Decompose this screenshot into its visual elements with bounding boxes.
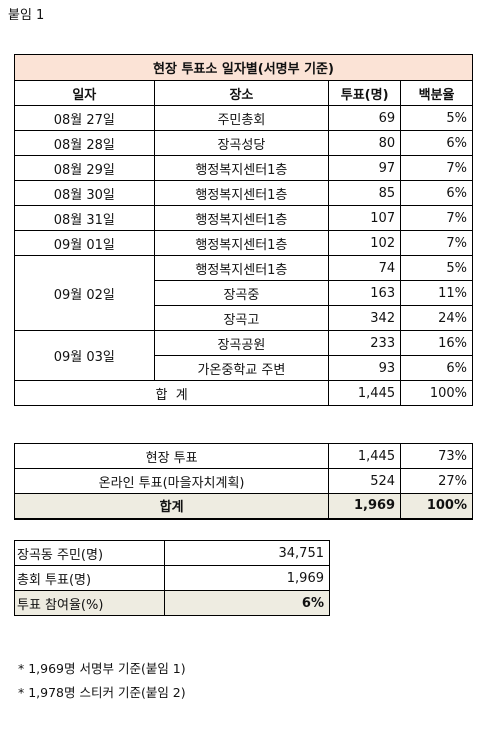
cell-percent: 7% — [400, 155, 473, 181]
table-row: 장곡동 주민(명) 34,751 — [14, 540, 331, 566]
cell-percent: 6% — [400, 355, 473, 381]
cell-date: 09월 03일 — [14, 330, 155, 381]
cell-votes: 102 — [328, 230, 402, 256]
total-percent: 100% — [400, 493, 473, 520]
cell-place: 행정복지센터1층 — [153, 205, 330, 231]
cell-votes: 107 — [328, 205, 402, 231]
cell-percent: 5% — [400, 255, 473, 281]
table-row: 08월 29일 행정복지센터1층 97 7% — [14, 155, 473, 181]
table-row: 08월 31일 행정복지센터1층 107 7% — [14, 205, 473, 231]
total-label: 합계 — [13, 493, 330, 520]
total-label: 합 계 — [13, 380, 330, 406]
cell-percent: 27% — [400, 468, 473, 494]
cell-place: 행정복지센터1층 — [153, 155, 330, 181]
cell-votes: 524 — [328, 468, 402, 494]
cell-place: 장곡성당 — [153, 130, 330, 156]
footnote: * 1,978명 스티커 기준(붙임 2) — [18, 685, 186, 700]
table-title: 현장 투표소 일자별(서명부 기준) — [14, 54, 473, 81]
cell-votes: 1,445 — [328, 443, 402, 469]
attachment-label: 붙임 1 — [8, 8, 45, 23]
cell-date: 08월 29일 — [14, 155, 155, 181]
footnote: * 1,969명 서명부 기준(붙임 1) — [18, 661, 186, 676]
cell-votes: 69 — [328, 105, 402, 131]
cell-votes: 233 — [328, 330, 402, 356]
table-row: 08월 27일 주민총회 69 5% — [14, 105, 473, 131]
cell-label: 총회 투표(명) — [14, 565, 165, 591]
header-date: 일자 — [14, 80, 155, 106]
table-row: 온라인 투표(마을자치계획) 524 27% — [13, 468, 473, 494]
cell-label: 장곡동 주민(명) — [14, 540, 165, 566]
total-votes: 1,969 — [328, 493, 402, 520]
cell-date: 09월 01일 — [14, 230, 155, 256]
participation-rate-table: 장곡동 주민(명) 34,751 총회 투표(명) 1,969 투표 참여율(%… — [14, 540, 331, 616]
cell-place: 행정복지센터1층 — [153, 255, 330, 281]
table-row: 09월 02일 행정복지센터1층 74 5% — [14, 255, 473, 331]
cell-votes: 93 — [328, 355, 402, 381]
cell-percent: 24% — [400, 305, 473, 331]
cell-place: 장곡중 — [153, 280, 330, 306]
cell-label: 투표 참여율(%) — [14, 590, 165, 616]
cell-votes: 97 — [328, 155, 402, 181]
cell-place: 가온중학교 주변 — [153, 355, 330, 381]
total-votes: 1,445 — [328, 380, 402, 406]
total-row: 합 계 1,445 100% — [13, 380, 473, 406]
cell-percent: 16% — [400, 330, 473, 356]
cell-label: 온라인 투표(마을자치계획) — [13, 468, 330, 494]
cell-votes: 342 — [328, 305, 402, 331]
cell-value: 34,751 — [163, 540, 331, 566]
header-votes: 투표(명) — [328, 80, 402, 106]
table-row: 09월 03일 장곡공원 233 16% — [14, 330, 473, 381]
cell-date: 08월 30일 — [14, 180, 155, 206]
polling-by-date-table: 현장 투표소 일자별(서명부 기준) 일자 장소 투표(명) 백분율 08월 2… — [13, 54, 473, 406]
cell-value: 6% — [163, 590, 331, 616]
total-percent: 100% — [400, 380, 473, 406]
cell-place: 장곡고 — [153, 305, 330, 331]
cell-date: 08월 31일 — [14, 205, 155, 231]
table-row: 장곡고 342 24% — [15, 305, 473, 331]
cell-date: 08월 28일 — [14, 130, 155, 156]
cell-percent: 7% — [400, 205, 473, 231]
total-row: 합계 1,969 100% — [13, 493, 473, 520]
table-row: 09월 01일 행정복지센터1층 102 7% — [14, 230, 473, 256]
cell-date: 08월 27일 — [14, 105, 155, 131]
cell-place: 장곡공원 — [153, 330, 330, 356]
table-row: 투표 참여율(%) 6% — [14, 590, 331, 616]
cell-place: 주민총회 — [153, 105, 330, 131]
cell-percent: 11% — [400, 280, 473, 306]
vote-type-summary-table: 현장 투표 1,445 73% 온라인 투표(마을자치계획) 524 27% 합… — [13, 443, 473, 520]
cell-percent: 6% — [400, 130, 473, 156]
table-row: 가온중학교 주변 93 6% — [15, 355, 473, 381]
cell-percent: 73% — [400, 443, 473, 469]
footnotes: * 1,969명 서명부 기준(붙임 1) * 1,978명 스티커 기준(붙임… — [18, 657, 186, 705]
header-percent: 백분율 — [400, 80, 473, 106]
table-row: 08월 30일 행정복지센터1층 85 6% — [14, 180, 473, 206]
cell-percent: 7% — [400, 230, 473, 256]
cell-votes: 85 — [328, 180, 402, 206]
cell-value: 1,969 — [163, 565, 331, 591]
cell-label: 현장 투표 — [13, 443, 330, 469]
cell-votes: 163 — [328, 280, 402, 306]
header-place: 장소 — [153, 80, 330, 106]
cell-votes: 74 — [328, 255, 402, 281]
cell-percent: 6% — [400, 180, 473, 206]
table-row: 08월 28일 장곡성당 80 6% — [14, 130, 473, 156]
cell-place: 행정복지센터1층 — [153, 230, 330, 256]
table-row: 현장 투표 1,445 73% — [13, 443, 473, 469]
cell-date: 09월 02일 — [14, 255, 155, 331]
table-row: 총회 투표(명) 1,969 — [14, 565, 331, 591]
cell-percent: 5% — [400, 105, 473, 131]
table-row: 장곡중 163 11% — [15, 280, 473, 306]
cell-votes: 80 — [328, 130, 402, 156]
cell-place: 행정복지센터1층 — [153, 180, 330, 206]
